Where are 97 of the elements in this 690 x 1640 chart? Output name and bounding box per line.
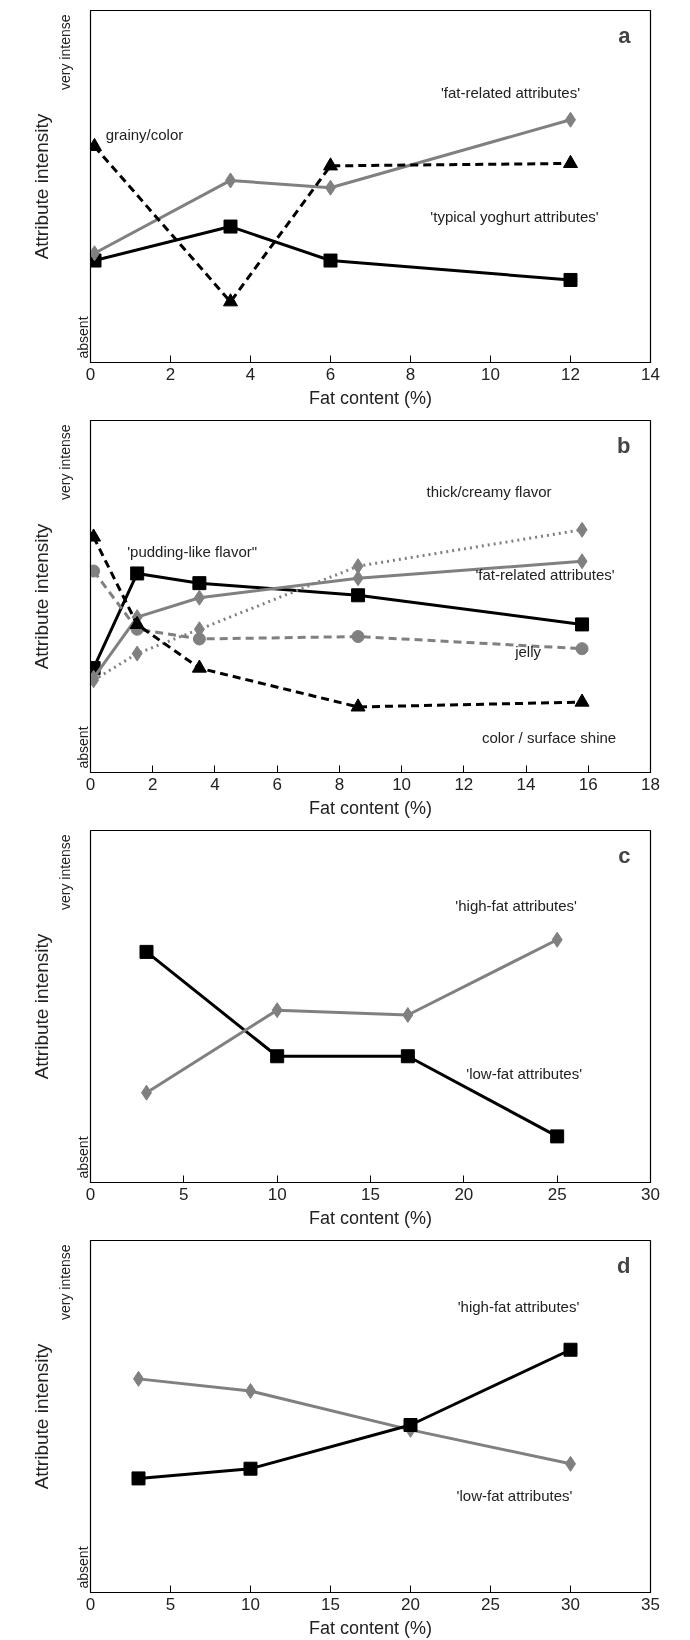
x-tick-label: 30 bbox=[641, 1184, 660, 1204]
point bbox=[271, 1002, 283, 1019]
y-axis-title: Attribute intensity bbox=[30, 1343, 52, 1490]
x-tick-label: 10 bbox=[481, 364, 500, 384]
x-tick-label: 14 bbox=[516, 774, 536, 794]
point bbox=[130, 566, 145, 581]
x-tick-label: 0 bbox=[85, 1594, 96, 1614]
point bbox=[563, 272, 578, 287]
point bbox=[551, 931, 563, 948]
x-tick-label: 2 bbox=[147, 774, 158, 794]
series-label: 'high-fat attributes' bbox=[455, 897, 578, 915]
text: very intense bbox=[56, 1244, 73, 1320]
annotation: absent bbox=[74, 726, 91, 769]
point bbox=[575, 617, 590, 632]
point bbox=[576, 553, 588, 570]
text: very intense bbox=[56, 424, 73, 500]
x-tick-label: 8 bbox=[334, 774, 345, 794]
point bbox=[575, 642, 589, 656]
point bbox=[550, 1129, 565, 1144]
text: thick/creamy flavor bbox=[426, 483, 552, 501]
point bbox=[563, 1342, 578, 1357]
x-tick-label: 10 bbox=[241, 1594, 260, 1614]
text: very intense bbox=[56, 14, 73, 90]
x-tick-label: 0 bbox=[85, 774, 96, 794]
point bbox=[270, 1049, 285, 1064]
x-tick-label: 5 bbox=[165, 1594, 176, 1614]
x-tick-label: 15 bbox=[321, 1594, 340, 1614]
x-tick-label: 16 bbox=[578, 774, 598, 794]
x-tick-label: 8 bbox=[405, 364, 416, 384]
annotation: absent bbox=[74, 1546, 91, 1589]
x-tick-label: 0 bbox=[85, 1184, 96, 1204]
x-tick-label: 25 bbox=[547, 1184, 567, 1204]
point bbox=[351, 588, 366, 603]
x-tick-label: 18 bbox=[641, 774, 660, 794]
x-tick-label: 5 bbox=[179, 1184, 189, 1204]
x-tick-label: 10 bbox=[392, 774, 412, 794]
annotation: absent bbox=[74, 1136, 91, 1179]
x-tick-label: 25 bbox=[481, 1594, 500, 1614]
point bbox=[191, 659, 207, 673]
series-label: 'pudding-like flavor" bbox=[127, 542, 258, 560]
point bbox=[402, 1007, 414, 1023]
point bbox=[403, 1418, 418, 1432]
series-label: 'low-fat attributes' bbox=[456, 1487, 573, 1505]
x-axis-title: Fat content (%) bbox=[308, 1207, 433, 1228]
text: d bbox=[617, 1253, 631, 1278]
x-tick-label: 20 bbox=[454, 1184, 474, 1204]
point bbox=[223, 293, 238, 307]
point bbox=[139, 944, 154, 959]
point bbox=[131, 1471, 146, 1486]
point bbox=[131, 645, 143, 662]
x-axis-title: Fat content (%) bbox=[308, 387, 433, 408]
point bbox=[323, 253, 338, 268]
point bbox=[576, 521, 588, 538]
series-label: grainy/color bbox=[105, 125, 184, 143]
point bbox=[352, 558, 364, 575]
text: c bbox=[618, 843, 631, 868]
point bbox=[192, 576, 207, 591]
point bbox=[192, 632, 206, 646]
x-tick-label: 20 bbox=[401, 1594, 420, 1614]
text: b bbox=[617, 433, 631, 458]
series-label: 'high-fat attributes' bbox=[457, 1298, 580, 1316]
point bbox=[352, 570, 364, 587]
x-tick-label: 0 bbox=[85, 364, 96, 384]
x-tick-label: 12 bbox=[561, 364, 580, 384]
point bbox=[223, 219, 238, 234]
x-tick-label: 2 bbox=[165, 364, 176, 384]
x-tick-label: 14 bbox=[641, 364, 660, 384]
series-label: 'low-fat attributes' bbox=[466, 1064, 583, 1082]
y-axis-title: Attribute intensity bbox=[30, 113, 52, 260]
x-tick-label: 10 bbox=[267, 1184, 287, 1204]
series-label: 'fat-related attributes' bbox=[475, 565, 615, 583]
x-axis-title: Fat content (%) bbox=[308, 1617, 433, 1638]
x-tick-label: 15 bbox=[361, 1184, 380, 1204]
x-tick-label: 6 bbox=[272, 774, 282, 794]
point bbox=[323, 157, 338, 171]
y-axis-title: Attribute intensity bbox=[30, 523, 52, 670]
y-axis-title: Attribute intensity bbox=[30, 933, 52, 1080]
x-axis-title: Fat content (%) bbox=[308, 797, 433, 818]
text: a bbox=[618, 23, 632, 48]
series-label: 'fat-related attributes' bbox=[440, 84, 581, 102]
x-tick-label: 6 bbox=[325, 364, 336, 384]
point bbox=[351, 630, 365, 644]
x-tick-label: 4 bbox=[245, 364, 256, 384]
point bbox=[574, 693, 590, 707]
x-tick-label: 4 bbox=[210, 774, 220, 794]
series-label: color / surface shine bbox=[481, 728, 617, 746]
point bbox=[350, 698, 366, 712]
x-tick-label: 12 bbox=[454, 774, 474, 794]
text: very intense bbox=[56, 834, 73, 910]
text: 'typical yoghurt attributes' bbox=[430, 208, 599, 226]
point bbox=[193, 589, 205, 606]
x-tick-label: 30 bbox=[561, 1594, 580, 1614]
annotation: absent bbox=[74, 316, 91, 359]
series-label: jelly bbox=[514, 643, 542, 661]
x-tick-label: 35 bbox=[641, 1594, 660, 1614]
point bbox=[400, 1049, 415, 1064]
point bbox=[243, 1461, 258, 1476]
